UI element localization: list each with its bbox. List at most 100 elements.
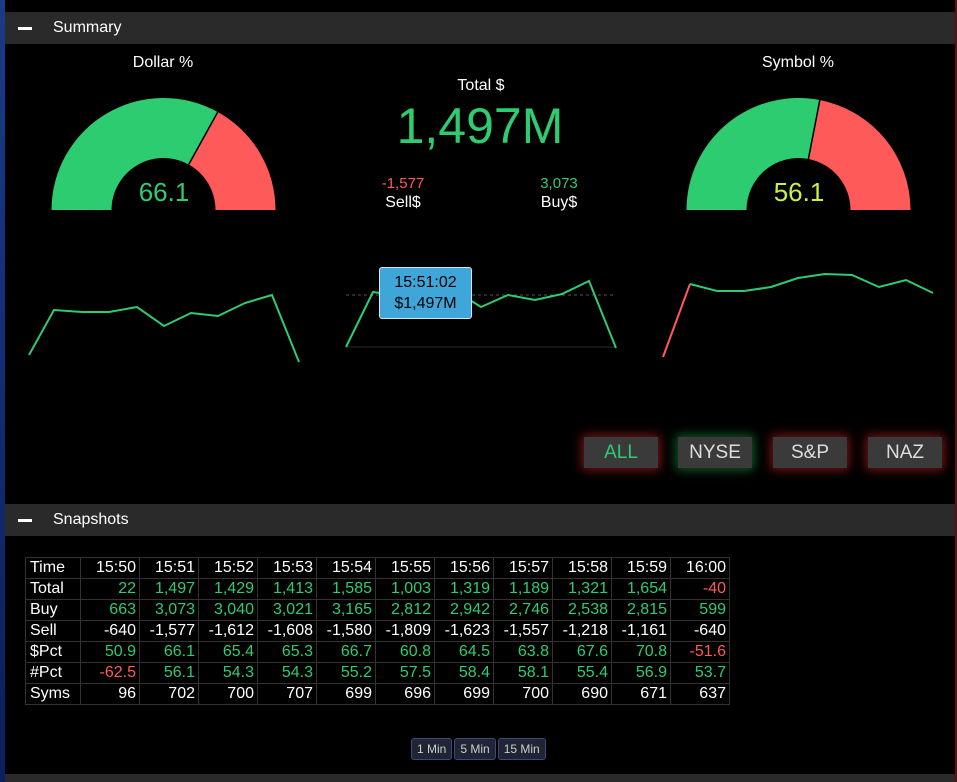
table-cell: 1,413 — [257, 578, 317, 600]
row-label: Total — [25, 578, 81, 600]
row-label: #Pct — [25, 662, 81, 684]
table-row: Syms 96 702 700 707 699 696 699 700 690 671 637 — [25, 683, 730, 705]
table-cell: 55.4 — [552, 662, 612, 684]
table-cell: 50.9 — [80, 641, 140, 663]
table-cell: 3,021 — [257, 599, 317, 621]
time-header: 15:57 — [493, 557, 553, 579]
filter-naz-button[interactable]: NAZ — [868, 437, 942, 468]
sell-value: -1,577 — [381, 175, 425, 192]
gauge-divider — [188, 111, 219, 165]
table-cell: 707 — [257, 683, 317, 705]
table-cell: 700 — [493, 683, 553, 705]
table-cell: 54.3 — [257, 662, 317, 684]
table-cell: 58.4 — [434, 662, 494, 684]
gauge-red-segment — [188, 112, 276, 210]
collapse-icon[interactable] — [18, 518, 32, 522]
table-cell: 696 — [375, 683, 435, 705]
symbol-pct-title: Symbol % — [761, 54, 835, 71]
window-left-edge — [0, 0, 5, 782]
total-value: 1,497M — [396, 98, 564, 154]
time-header: 15:50 — [80, 557, 140, 579]
table-cell: 1,654 — [611, 578, 671, 600]
table-cell: -1,557 — [493, 620, 553, 642]
interval-5min-button[interactable]: 5 Min — [454, 738, 496, 760]
table-cell: -40 — [670, 578, 730, 600]
dollar-gauge-value: 66.1 — [138, 177, 190, 207]
table-cell: 699 — [316, 683, 376, 705]
table-cell: 3,165 — [316, 599, 376, 621]
table-row: Buy 663 3,073 3,040 3,021 3,165 2,812 2,942 2,74… — [25, 599, 730, 621]
table-cell: -640 — [80, 620, 140, 642]
symbol-sparkline — [689, 272, 934, 294]
dollar-sparkline — [28, 293, 300, 363]
table-cell: 56.9 — [611, 662, 671, 684]
table-cell: -1,161 — [611, 620, 671, 642]
table-cell: 1,497 — [139, 578, 199, 600]
table-cell: 599 — [670, 599, 730, 621]
table-cell: 65.3 — [257, 641, 317, 663]
collapse-icon[interactable] — [18, 26, 32, 30]
time-header: 15:53 — [257, 557, 317, 579]
table-cell: -51.6 — [670, 641, 730, 663]
symbol-gauge — [686, 98, 911, 210]
table-cell: 70.8 — [611, 641, 671, 663]
total-title: Total $ — [457, 77, 505, 94]
summary-header[interactable]: Summary — [5, 12, 955, 44]
interval-15min-button[interactable]: 15 Min — [497, 738, 546, 760]
row-label: $Pct — [25, 641, 81, 663]
table-cell: -1,580 — [316, 620, 376, 642]
table-cell: 663 — [80, 599, 140, 621]
time-header: 15:58 — [552, 557, 612, 579]
time-header: 15:59 — [611, 557, 671, 579]
table-cell: -640 — [670, 620, 730, 642]
time-header: 15:51 — [139, 557, 199, 579]
snapshots-header[interactable]: Snapshots — [5, 504, 955, 536]
table-cell: 63.8 — [493, 641, 553, 663]
table-cell: 64.5 — [434, 641, 494, 663]
table-cell: 2,538 — [552, 599, 612, 621]
row-label: Syms — [25, 683, 81, 705]
table-cell: -1,218 — [552, 620, 612, 642]
filter-nyse-button[interactable]: NYSE — [678, 437, 752, 468]
snapshot-table: Time 15:50 15:51 15:52 15:53 15:54 15:55 15:56 1… — [25, 557, 730, 705]
table-row: Sell -640 -1,577 -1,612 -1,608 -1,580 -1,809 -1… — [25, 620, 730, 642]
row-label: Sell — [25, 620, 81, 642]
dollar-pct-title: Dollar % — [132, 54, 194, 71]
table-cell: 2,746 — [493, 599, 553, 621]
table-cell: 690 — [552, 683, 612, 705]
table-cell: 58.1 — [493, 662, 553, 684]
buy-label: Buy$ — [540, 194, 578, 211]
table-cell: 1,003 — [375, 578, 435, 600]
table-cell: 671 — [611, 683, 671, 705]
table-cell: -1,577 — [139, 620, 199, 642]
table-cell: 1,585 — [316, 578, 376, 600]
table-cell: 1,429 — [198, 578, 258, 600]
window-right-edge — [955, 0, 957, 782]
table-cell: -1,608 — [257, 620, 317, 642]
filter-sp-button[interactable]: S&P — [773, 437, 847, 468]
time-header: 16:00 — [670, 557, 730, 579]
table-cell: 96 — [80, 683, 140, 705]
chart-tooltip: 15:51:02 $1,497M — [379, 267, 472, 319]
table-cell: 3,040 — [198, 599, 258, 621]
table-cell: 1,321 — [552, 578, 612, 600]
snapshots-title: Snapshots — [53, 511, 129, 528]
table-cell: 57.5 — [375, 662, 435, 684]
gauge-red-segment — [808, 100, 911, 210]
time-label: Time — [25, 557, 81, 579]
table-cell: -1,612 — [198, 620, 258, 642]
interval-1min-button[interactable]: 1 Min — [411, 738, 453, 760]
table-cell: 53.7 — [670, 662, 730, 684]
table-cell: 702 — [139, 683, 199, 705]
gauge-green-segment — [686, 98, 820, 210]
tooltip-value: $1,497M — [394, 295, 457, 312]
table-cell: 700 — [198, 683, 258, 705]
summary-title: Summary — [53, 19, 122, 36]
buy-value: 3,073 — [540, 175, 578, 192]
table-row: #Pct -62.5 56.1 54.3 54.3 55.2 57.5 58.4 58.1 55.… — [25, 662, 730, 684]
filter-all-button[interactable]: ALL — [584, 437, 658, 468]
row-label: Buy — [25, 599, 81, 621]
dollar-gauge — [51, 98, 276, 210]
tooltip-time: 15:51:02 — [394, 274, 457, 291]
table-cell: 67.6 — [552, 641, 612, 663]
